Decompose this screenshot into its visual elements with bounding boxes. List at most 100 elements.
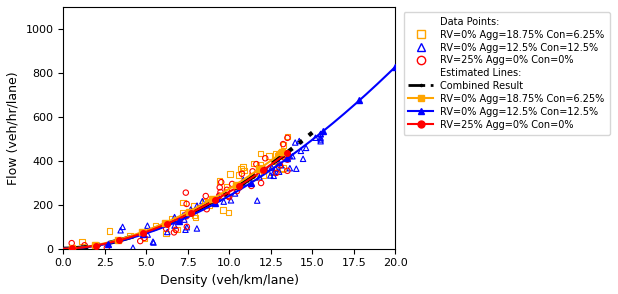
Point: [239, 178, 248, 182]
Point: [192, 203, 202, 208]
Point: [267, 165, 277, 170]
Point: [265, 173, 275, 178]
Point: [260, 167, 269, 172]
Point: [224, 210, 234, 215]
Point: [186, 207, 196, 212]
Point: [169, 230, 179, 235]
Point: [218, 208, 228, 212]
Point: [128, 245, 138, 250]
Point: [200, 200, 210, 204]
Point: [278, 142, 288, 146]
Point: [247, 173, 256, 178]
Point: [260, 156, 270, 161]
Point: [216, 180, 226, 185]
Point: [274, 152, 284, 157]
Point: [117, 225, 127, 229]
Point: [271, 171, 281, 175]
Point: [294, 139, 304, 143]
Point: [215, 185, 225, 190]
Point: [269, 170, 279, 175]
Point: [172, 227, 182, 232]
Point: [213, 194, 223, 199]
Point: [80, 243, 90, 248]
Point: [150, 223, 160, 228]
Point: [316, 135, 326, 140]
Point: [249, 175, 259, 180]
Point: [181, 190, 191, 195]
Point: [214, 193, 224, 198]
Point: [178, 200, 188, 205]
Point: [230, 191, 240, 196]
Point: [270, 152, 280, 156]
Point: [195, 206, 205, 211]
Point: [274, 151, 284, 156]
Point: [316, 137, 326, 142]
Point: [256, 181, 266, 186]
Point: [205, 203, 214, 208]
Point: [180, 228, 190, 232]
Point: [77, 239, 87, 244]
Point: [278, 143, 288, 147]
Point: [175, 217, 185, 222]
Point: [274, 169, 284, 174]
Point: [169, 223, 179, 228]
Point: [222, 184, 232, 189]
Point: [249, 161, 259, 166]
Point: [192, 226, 202, 231]
Point: [276, 163, 286, 168]
Point: [316, 139, 326, 143]
Point: [273, 153, 283, 158]
Point: [201, 194, 211, 198]
Point: [269, 173, 279, 178]
Point: [222, 188, 232, 192]
Point: [217, 193, 227, 198]
Point: [280, 153, 290, 157]
Point: [266, 170, 276, 174]
Point: [182, 214, 192, 219]
Point: [284, 153, 294, 158]
Point: [116, 228, 125, 233]
Point: [282, 134, 292, 139]
Point: [285, 166, 295, 171]
Point: [310, 136, 320, 140]
Point: [219, 199, 229, 204]
Point: [298, 156, 308, 161]
Point: [182, 224, 192, 229]
Point: [214, 179, 224, 183]
Point: [240, 180, 250, 185]
Point: [125, 233, 135, 238]
Point: [259, 173, 269, 177]
Point: [234, 185, 244, 190]
Point: [238, 181, 248, 186]
Point: [290, 140, 300, 145]
Point: [140, 235, 150, 240]
Point: [198, 205, 208, 210]
Point: [202, 207, 212, 212]
Point: [316, 131, 326, 136]
Point: [282, 157, 292, 162]
Point: [301, 146, 311, 150]
Point: [269, 159, 279, 164]
Point: [148, 239, 158, 244]
Point: [171, 228, 180, 232]
Point: [252, 171, 261, 176]
Point: [166, 216, 176, 221]
Point: [226, 198, 236, 203]
Point: [276, 167, 286, 172]
Point: [239, 168, 249, 173]
Point: [254, 166, 264, 170]
Point: [291, 166, 301, 171]
Point: [265, 166, 274, 170]
Point: [210, 197, 220, 201]
Point: [276, 150, 286, 155]
Point: [225, 172, 235, 176]
Point: [148, 240, 158, 245]
Point: [178, 211, 188, 216]
Point: [179, 213, 189, 218]
Point: [275, 163, 285, 168]
Point: [162, 221, 172, 226]
Point: [255, 163, 265, 168]
Point: [224, 195, 234, 199]
Point: [179, 217, 189, 222]
Point: [287, 154, 297, 159]
